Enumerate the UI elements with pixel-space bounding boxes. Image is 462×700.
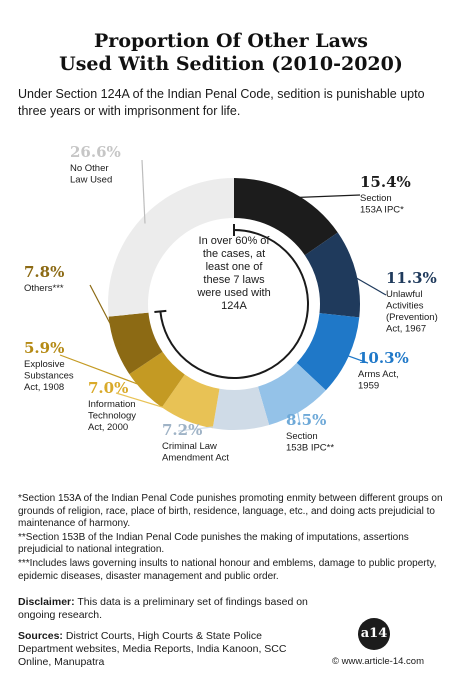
footnotes: *Section 153A of the Indian Penal Code p… — [18, 493, 450, 584]
donut-slice-1 — [304, 232, 360, 318]
slice-percent-3: 8.5% — [286, 411, 326, 429]
intro-text: Under Section 124A of the Indian Penal C… — [18, 87, 425, 118]
sources: Sources: District Courts, High Courts & … — [18, 630, 318, 669]
donut-slice-3 — [257, 362, 326, 425]
title-line-1: Proportion Of Other Laws — [94, 30, 368, 52]
slice-percent-1: 11.3% — [386, 269, 437, 287]
donut-slice-8 — [107, 178, 234, 317]
bracket-arc — [159, 229, 309, 379]
donut-slice-4 — [212, 386, 270, 430]
leader-line-8 — [141, 159, 146, 224]
leader-line-5 — [115, 392, 189, 416]
slice-percent-7: 7.8% — [24, 263, 64, 281]
donut-slice-6 — [129, 351, 185, 408]
slice-label-2-0: Arms Act, — [358, 369, 399, 380]
sources-label: Sources: — [18, 630, 63, 642]
footnote-153a: *Section 153A of the Indian Penal Code p… — [18, 493, 443, 530]
slice-label-6-0: Explosive — [24, 359, 65, 370]
slice-percent-2: 10.3% — [358, 349, 409, 367]
leader-line-3 — [296, 406, 301, 426]
slice-label-0-1: 153A IPC* — [360, 205, 404, 216]
disclaimer-label: Disclaimer: — [18, 596, 75, 608]
slice-label-7-0: Others*** — [24, 283, 64, 294]
footnote-153b: **Section 153B of the Indian Penal Code … — [18, 531, 409, 556]
center-text-line-3: these 7 laws — [203, 274, 265, 286]
slice-label-5-2: Act, 2000 — [88, 422, 128, 433]
center-text-line-1: the cases, at — [203, 248, 265, 260]
slice-label-8-0: No Other — [70, 163, 109, 174]
slice-label-5-1: Technology — [88, 411, 136, 422]
title-line-2: Used With Sedition (2010-2020) — [59, 53, 403, 75]
center-text-line-0: In over 60% of — [199, 235, 271, 247]
slice-percent-5: 7.0% — [88, 379, 128, 397]
donut-slice-5 — [161, 374, 220, 429]
slice-label-3-1: 153B IPC** — [286, 443, 334, 454]
slice-percent-0: 15.4% — [360, 173, 411, 191]
donut-slice-7 — [108, 312, 163, 375]
slice-label-4-0: Criminal Law — [162, 441, 217, 452]
leader-line-1 — [350, 274, 387, 296]
disclaimer-text: This data is a preliminary set of findin… — [18, 596, 308, 621]
leader-line-0 — [289, 194, 361, 199]
slice-label-1-2: (Prevention) — [386, 312, 438, 323]
center-text-line-4: were used with — [196, 287, 270, 299]
footnote-others: ***Includes laws governing insults to na… — [18, 557, 437, 582]
slice-label-5-0: Information — [88, 399, 136, 410]
sources-text: District Courts, High Courts & State Pol… — [18, 630, 287, 668]
copyright: © www.article-14.com — [332, 656, 424, 667]
bracket-tick-end — [154, 309, 167, 314]
slice-label-6-1: Substances — [24, 371, 74, 382]
slice-label-1-3: Act, 1967 — [386, 324, 426, 335]
donut-slice-0 — [234, 178, 338, 256]
slice-label-2-1: 1959 — [358, 381, 379, 392]
leader-line-4 — [177, 423, 241, 432]
slice-label-1-1: Activities — [386, 301, 424, 312]
slice-label-3-0: Section — [286, 431, 318, 442]
slice-label-1-0: Unlawful — [386, 289, 422, 300]
slice-label-6-2: Act, 1908 — [24, 382, 64, 393]
article14-logo: a14 — [358, 618, 390, 650]
slice-label-0-0: Section — [360, 193, 392, 204]
center-text-line-5: 124A — [221, 300, 247, 312]
leader-line-7 — [89, 284, 122, 345]
center-text-line-2: least one of — [206, 261, 264, 273]
leader-line-2 — [342, 353, 369, 364]
slice-percent-8: 26.6% — [70, 143, 121, 161]
donut-slice-2 — [296, 313, 360, 391]
slice-percent-4: 7.2% — [162, 421, 202, 439]
disclaimer: Disclaimer: This data is a preliminary s… — [18, 596, 318, 622]
slice-label-8-1: Law Used — [70, 175, 112, 186]
slice-label-4-1: Amendment Act — [162, 453, 229, 464]
leader-line-6 — [59, 354, 149, 389]
chart-title: Proportion Of Other Laws Used With Sedit… — [0, 30, 462, 76]
slice-percent-6: 5.9% — [24, 339, 64, 357]
